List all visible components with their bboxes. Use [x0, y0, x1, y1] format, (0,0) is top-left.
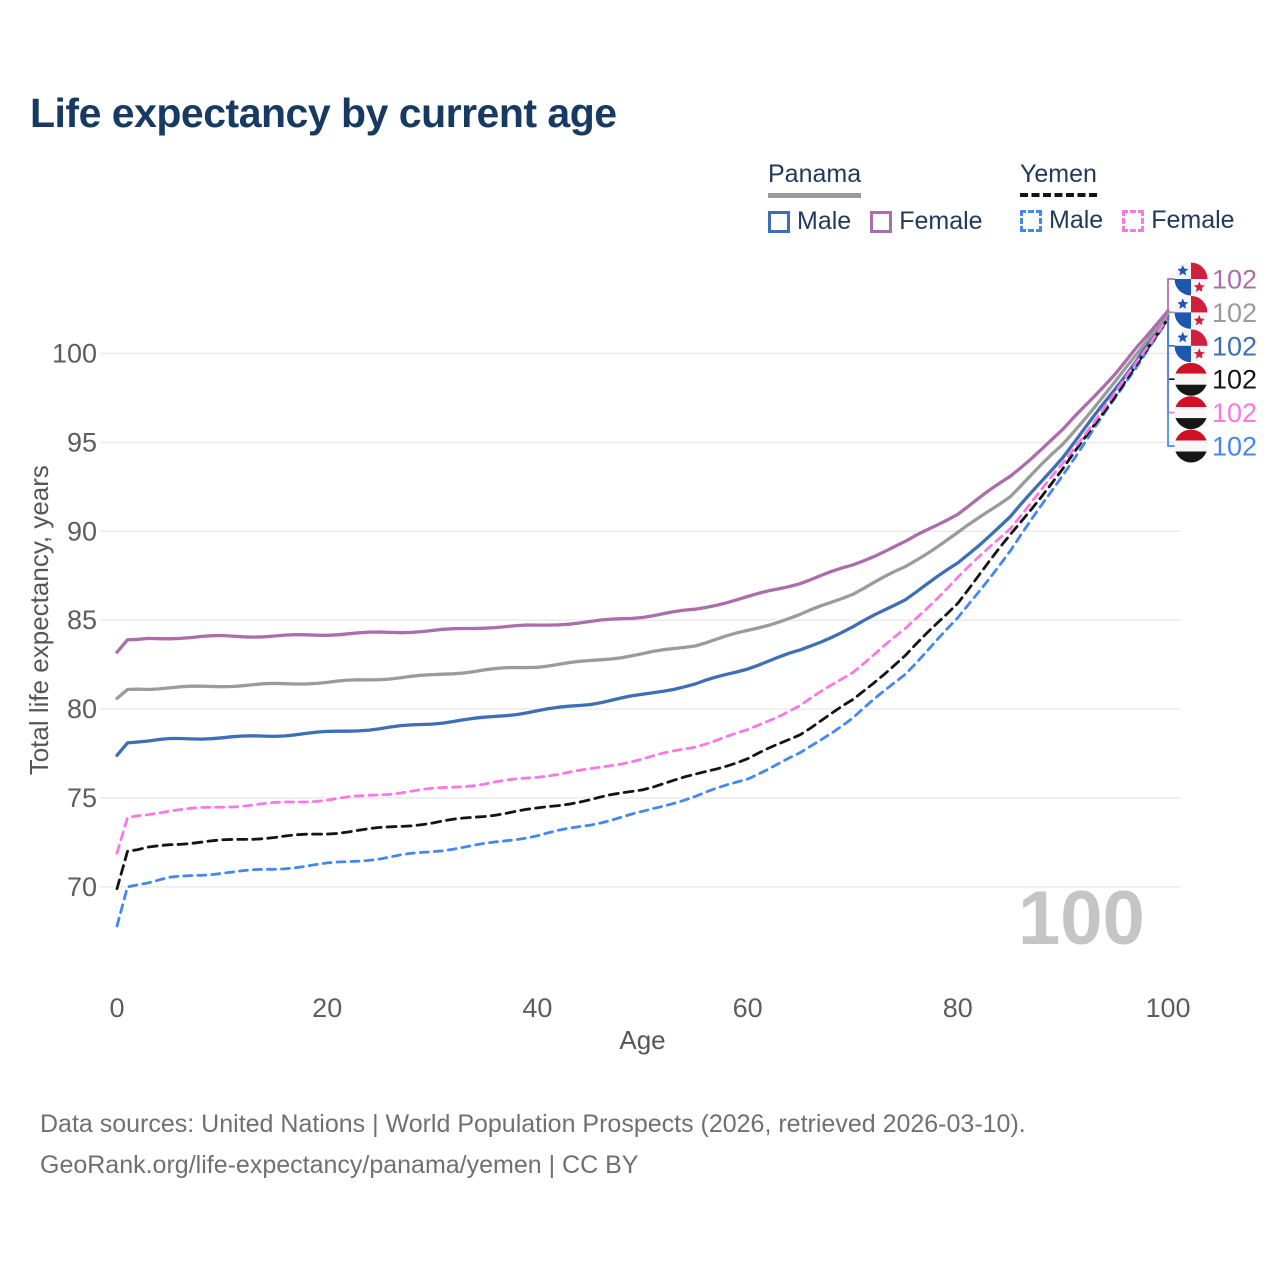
series-line-panama-both [115, 311, 1170, 701]
leader-line-panama-both [1167, 311, 1177, 314]
legend-item-panama-male: Male [768, 207, 851, 236]
flag-icon-yemen [1174, 362, 1208, 396]
legend-label-panama-male: Male [797, 207, 852, 235]
legend-item-yemen-female: Female [1122, 206, 1235, 235]
y-tick-label-85: 85 [67, 605, 97, 635]
chart-title: Life expectancy by current age [30, 90, 617, 136]
flag-icon-panama [1174, 329, 1208, 363]
x-tick-label-0: 0 [109, 993, 124, 1023]
legend-linestyle-solid-swatch [768, 193, 862, 198]
y-tick-label-75: 75 [67, 783, 97, 813]
y-tick-label-95: 95 [67, 427, 97, 457]
footer-line-url: GeoRank.org/life-expectancy/panama/yemen… [40, 1151, 639, 1179]
legend-label-panama-female: Female [899, 207, 983, 235]
x-tick-label-20: 20 [312, 993, 342, 1023]
end-value-label-yemen-female: 102 [1212, 398, 1257, 428]
legend-label-yemen-female: Female [1151, 206, 1235, 234]
legend-group-panama: Panama Male Female [768, 160, 1002, 236]
legend-items-panama: Male Female [768, 207, 1002, 236]
y-tick-label-70: 70 [67, 872, 97, 902]
watermark-age-100: 100 [1018, 876, 1145, 961]
y-tick-label-90: 90 [67, 516, 97, 546]
legend-item-yemen-male: Male [1020, 206, 1103, 235]
y-axis-title: Total life expectancy, years [24, 465, 54, 775]
end-value-label-panama-both: 102 [1212, 298, 1257, 328]
end-value-label-yemen-both: 102 [1212, 365, 1257, 395]
x-tick-label-80: 80 [943, 993, 973, 1023]
end-value-label-yemen-male: 102 [1212, 432, 1257, 462]
legend-swatch-panama-female [870, 210, 893, 233]
y-tick-label-100: 100 [52, 339, 97, 369]
legend-swatch-panama-male [768, 210, 790, 233]
x-axis-title: Age [619, 1025, 665, 1055]
series-line-panama-female [115, 309, 1170, 654]
leader-line-panama-female [1167, 278, 1177, 311]
leader-line-yemen-male [1167, 319, 1177, 447]
x-tick-label-100: 100 [1145, 993, 1190, 1023]
flag-icon-panama [1174, 262, 1208, 296]
footer-line-sources: Data sources: United Nations | World Pop… [40, 1110, 1026, 1138]
end-value-label-panama-female: 102 [1212, 265, 1257, 295]
legend-item-panama-female: Female [870, 207, 983, 236]
legend-swatch-yemen-female [1122, 209, 1145, 232]
y-tick-label-80: 80 [67, 694, 97, 724]
legend-items-yemen: Male Female [1020, 206, 1254, 235]
series-line-yemen-male [115, 318, 1170, 928]
flag-icon-yemen [1174, 429, 1208, 463]
series-line-yemen-female [115, 316, 1170, 855]
flag-icon-panama [1174, 295, 1208, 329]
legend-swatch-yemen-male [1020, 209, 1042, 232]
x-tick-label-60: 60 [733, 993, 763, 1023]
end-value-label-panama-male: 102 [1212, 331, 1257, 361]
legend-country-label-yemen: Yemen [1020, 160, 1097, 188]
series-line-panama-male [115, 314, 1170, 757]
x-tick-label-40: 40 [522, 993, 552, 1023]
series-line-yemen-both [115, 317, 1170, 891]
legend-country-label-panama: Panama [768, 160, 862, 188]
legend-linestyle-dashed-swatch [1020, 193, 1097, 197]
legend-country-yemen: Yemen [1020, 160, 1097, 197]
legend-group-yemen: Yemen Male Female [1020, 160, 1254, 235]
legend-label-yemen-male: Male [1049, 206, 1104, 234]
legend-country-panama: Panama [768, 160, 862, 198]
data-source-footer: Data sources: United Nations | World Pop… [40, 1104, 1026, 1186]
flag-icon-yemen [1174, 396, 1208, 430]
leader-line-yemen-female [1167, 317, 1177, 414]
